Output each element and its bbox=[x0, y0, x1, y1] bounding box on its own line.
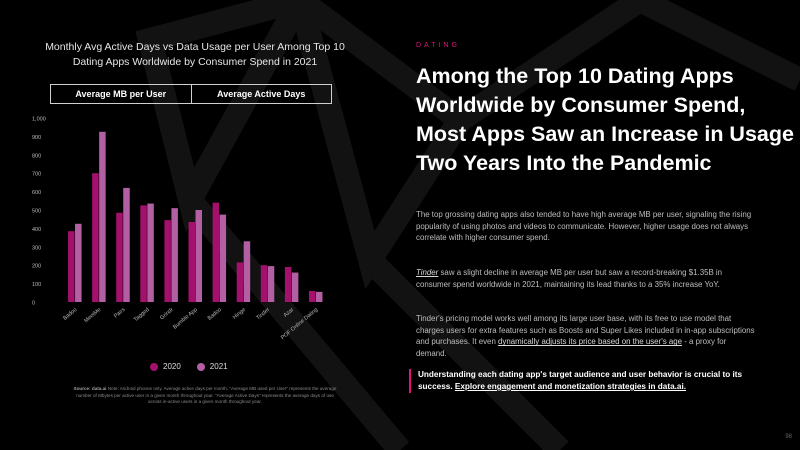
callout-box: Understanding each dating app's target a… bbox=[409, 369, 768, 393]
tab-average-active-days[interactable]: Average Active Days bbox=[190, 85, 332, 103]
paragraph-usage: The top grossing dating apps also tended… bbox=[416, 210, 752, 243]
x-tick-label: Grindr bbox=[159, 307, 175, 322]
source-label: Source: data.ai bbox=[73, 386, 107, 391]
y-tick-label: 800 bbox=[32, 153, 41, 159]
bar-2021-7 bbox=[243, 241, 251, 302]
bar-2020-5 bbox=[188, 221, 195, 302]
bar-2021-10 bbox=[315, 291, 323, 302]
section-kicker: DATING bbox=[416, 42, 460, 49]
paragraph-pricing-text: Tinder's pricing model works well among … bbox=[416, 314, 755, 347]
source-text: Note: Android phones only. Average activ… bbox=[76, 386, 337, 405]
paragraph-pricing-model: Tinder's pricing model works well among … bbox=[416, 313, 756, 359]
callout-text: Understanding each dating app's target a… bbox=[418, 370, 743, 391]
legend-label-2020: 2020 bbox=[163, 362, 181, 371]
y-tick-label: 700 bbox=[32, 172, 41, 178]
tinder-link[interactable]: Tinder bbox=[416, 268, 439, 277]
y-tick-label: 600 bbox=[32, 190, 41, 196]
y-tick-label: 200 bbox=[32, 264, 41, 270]
bar-2021-9 bbox=[291, 272, 299, 302]
x-tick-label: Badoo bbox=[62, 307, 78, 322]
bar-2020-9 bbox=[284, 267, 292, 302]
bar-2021-4 bbox=[171, 208, 178, 302]
x-tick-label: MeetMe bbox=[83, 307, 102, 324]
bar-2020-7 bbox=[236, 262, 244, 302]
bar-2021-3 bbox=[147, 203, 154, 302]
legend-swatch-2021 bbox=[196, 362, 205, 371]
y-tick-label: 100 bbox=[32, 282, 41, 288]
explore-strategies-link[interactable]: Explore engagement and monetization stra… bbox=[454, 382, 686, 391]
bar-chart: 0 100 200 300 400 500 600 700 800 900 1,000 Badoo Me… bbox=[32, 117, 323, 341]
x-tick-label: Azar bbox=[283, 307, 296, 319]
y-tick-label: 1,000 bbox=[32, 117, 46, 123]
bar-2021-5 bbox=[195, 210, 202, 302]
y-tick-label: 300 bbox=[32, 245, 41, 251]
bar-2020-2 bbox=[116, 212, 123, 302]
y-tick-label: 0 bbox=[32, 301, 35, 307]
bar-2020-6 bbox=[212, 202, 220, 302]
bar-2021-8 bbox=[267, 266, 275, 302]
chart-title: Monthly Avg Active Days vs Data Usage pe… bbox=[45, 41, 345, 68]
bar-2021-2 bbox=[123, 187, 130, 302]
paragraph-tinder-spend: Tinder saw a slight decline in average M… bbox=[416, 267, 756, 290]
source-note: Source: data.ai Note: Android phones onl… bbox=[70, 386, 340, 406]
y-tick-label: 400 bbox=[32, 227, 41, 233]
paragraph-pricing-text-end: - a proxy for demand. bbox=[416, 337, 727, 358]
legend-item-2020[interactable]: 2020 bbox=[150, 362, 181, 371]
chart-legend: 2020 2021 bbox=[150, 362, 228, 371]
bar-2021-6 bbox=[219, 214, 227, 302]
bar-2020-8 bbox=[260, 265, 268, 302]
bar-2020-3 bbox=[140, 205, 147, 302]
paragraph-tinder-spend-text: saw a slight decline in average MB per u… bbox=[416, 268, 723, 289]
x-tick-label: Bumble App bbox=[172, 307, 199, 331]
dynamic-pricing-link[interactable]: dynamically adjusts its price based on t… bbox=[498, 337, 682, 347]
x-tick-label: Tagged bbox=[133, 307, 151, 323]
bar-2021-1 bbox=[99, 131, 106, 302]
tab-average-mb-per-user[interactable]: Average MB per User bbox=[75, 89, 167, 99]
legend-item-2021[interactable]: 2021 bbox=[196, 362, 228, 371]
x-tick-label: Hinge bbox=[232, 307, 247, 321]
bar-2021-0 bbox=[75, 223, 82, 302]
metric-tabs: Average MB per User Average Active Days bbox=[50, 84, 332, 104]
x-tick-label: Tinder bbox=[255, 307, 271, 322]
bar-2020-1 bbox=[92, 173, 99, 302]
legend-label-2021: 2021 bbox=[209, 362, 228, 371]
x-tick-label: Pairs bbox=[113, 307, 127, 320]
bar-2020-0 bbox=[68, 231, 75, 302]
y-tick-label: 900 bbox=[32, 135, 41, 141]
page-number: 98 bbox=[785, 434, 792, 440]
bar-2020-4 bbox=[164, 220, 171, 302]
x-tick-label: Badoo bbox=[207, 307, 223, 322]
y-tick-label: 500 bbox=[32, 209, 41, 215]
bar-2020-10 bbox=[308, 290, 316, 302]
legend-swatch-2020 bbox=[150, 362, 158, 371]
headline: Among the Top 10 Dating Apps Worldwide b… bbox=[416, 64, 794, 175]
